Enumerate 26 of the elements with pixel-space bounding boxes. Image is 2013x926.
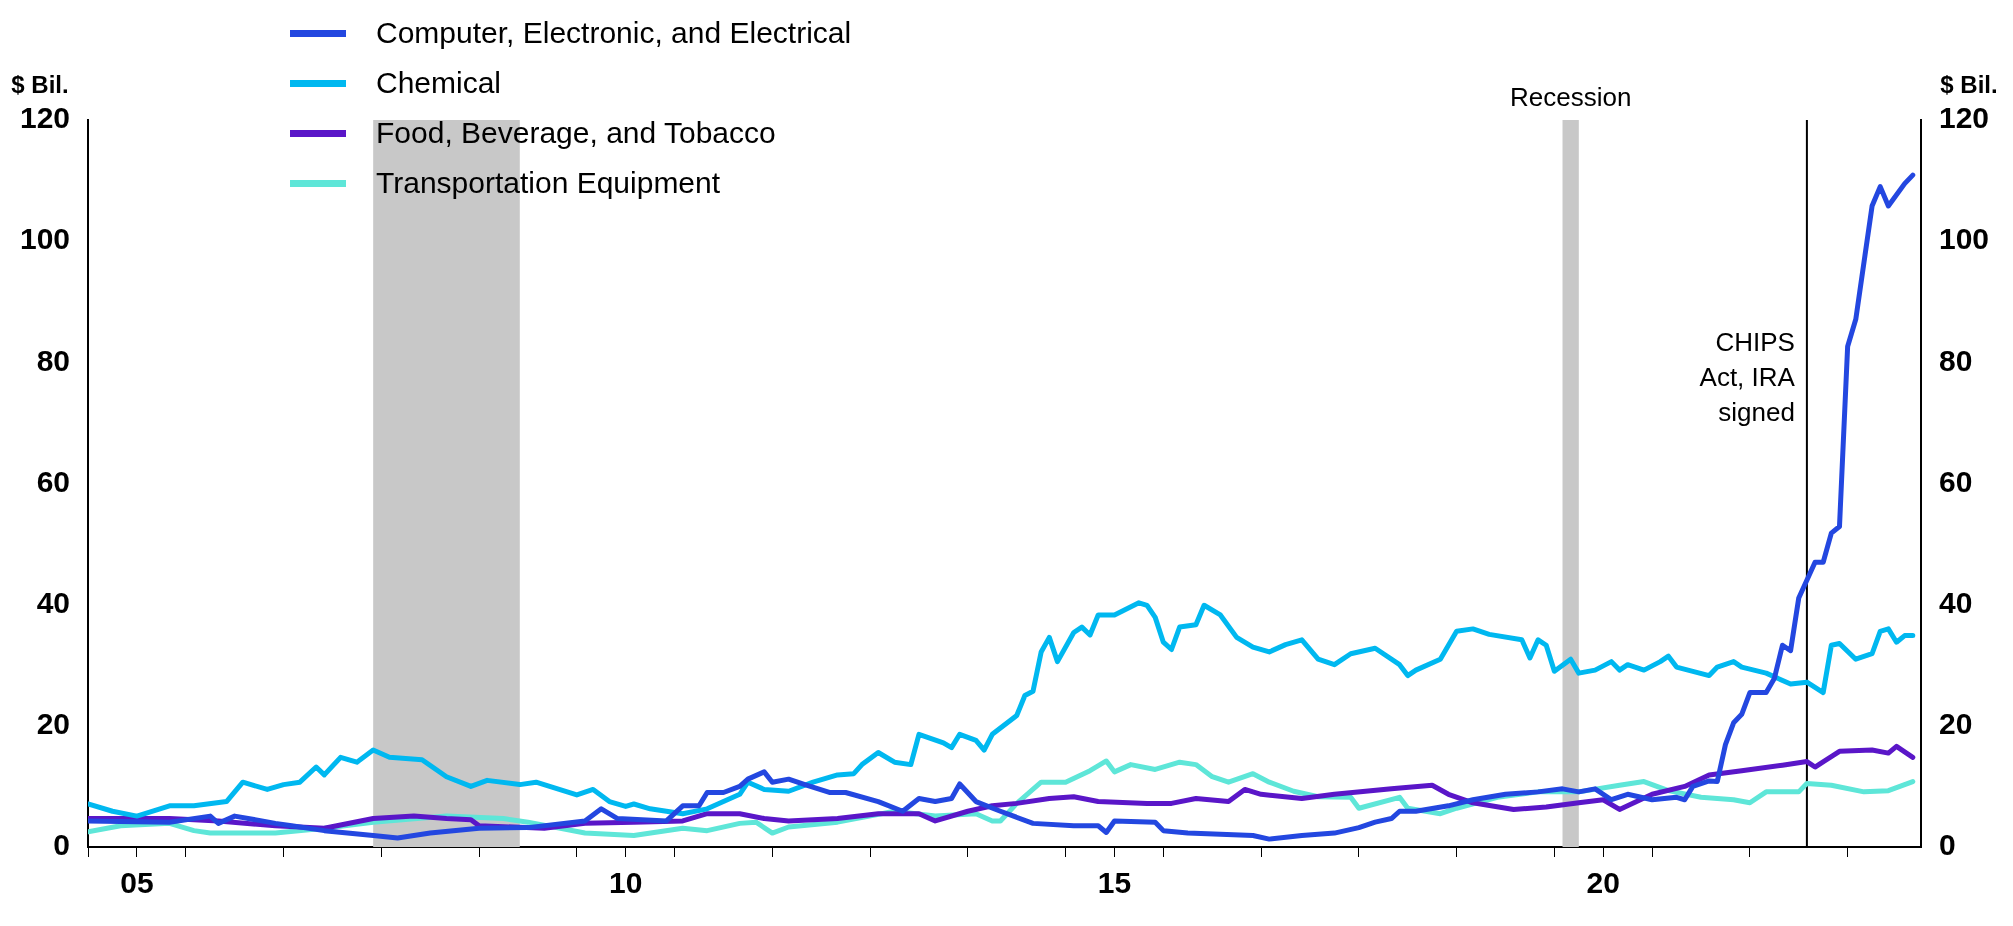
- y2-tick-label: 40: [1938, 585, 1973, 619]
- y-tick-label: 20: [36, 707, 71, 741]
- legend-label: Chemical: [376, 66, 502, 100]
- legend-label: Food, Beverage, and Tobacco: [376, 116, 776, 150]
- y2-tick-label: 80: [1938, 343, 1973, 377]
- y-tick-label: 120: [19, 101, 71, 135]
- y-axis-title: $ Bil.: [11, 70, 69, 98]
- x-tick-label: 10: [609, 866, 643, 900]
- y2-tick-label: 0: [1938, 828, 1956, 862]
- y-tick-label: 80: [36, 343, 71, 377]
- x-tick-label: 15: [1097, 866, 1132, 900]
- ref-line-label: CHIPS Act, IRA signed: [1699, 327, 1796, 427]
- x-tick-label: 20: [1586, 866, 1620, 900]
- y2-axis-title: $ Bil.: [1940, 70, 1998, 98]
- y-tick-label: 100: [19, 222, 71, 256]
- y-tick-label: 0: [53, 828, 71, 862]
- y2-tick-label: 120: [1938, 101, 1990, 135]
- y-tick-label: 40: [36, 585, 71, 619]
- legend-label: Computer, Electronic, and Electrical: [376, 16, 852, 50]
- band-label: Recession: [1509, 82, 1632, 113]
- y2-tick-label: 60: [1938, 464, 1973, 498]
- y-tick-label: 60: [36, 464, 71, 498]
- x-tick-label: 05: [120, 866, 154, 900]
- legend-label: Transportation Equipment: [376, 166, 721, 200]
- y2-tick-label: 100: [1938, 222, 1990, 256]
- y2-tick-label: 20: [1938, 707, 1973, 741]
